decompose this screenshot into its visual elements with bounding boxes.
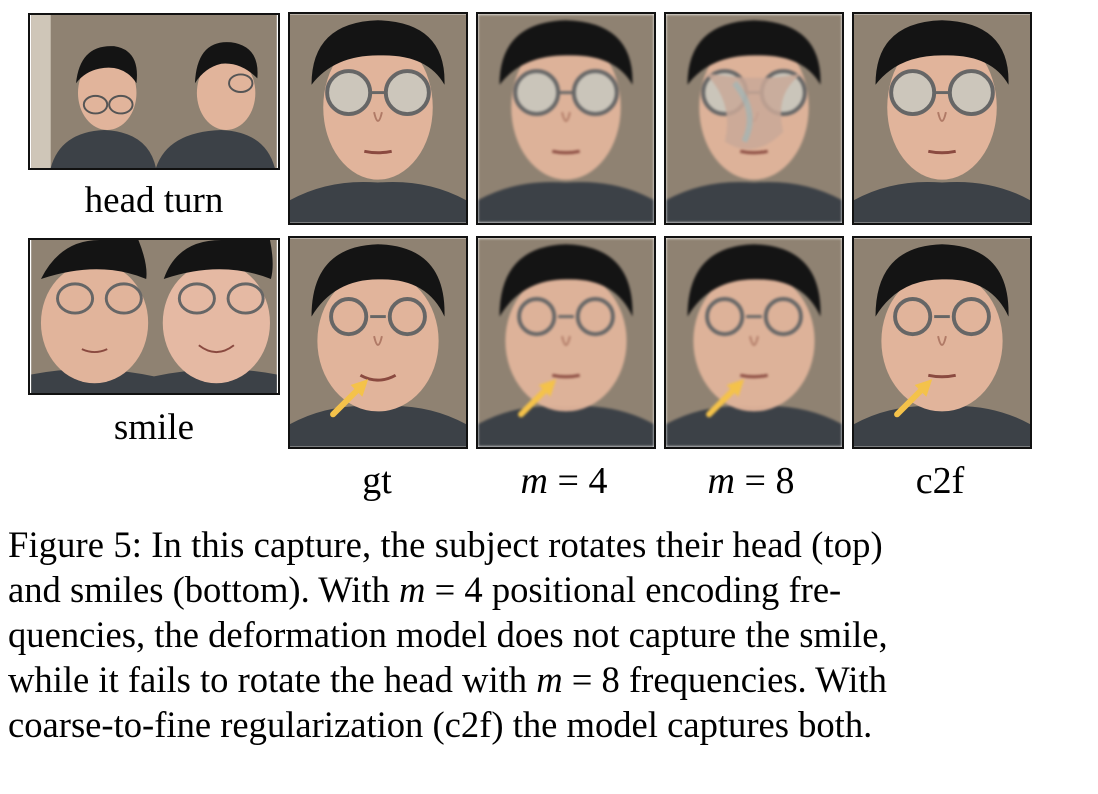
result-image-smile-m-8 [664, 236, 844, 449]
face-photo [666, 14, 842, 223]
caption-text: = 4 positional encoding fre- [425, 569, 842, 610]
result-image-smile-gt [288, 236, 468, 449]
column-label-m-4: m = 4 [474, 459, 654, 503]
row-label-head-turn: head turn [84, 180, 224, 221]
result-image-head-turn-gt [288, 12, 468, 225]
head-turn-reference-image [28, 13, 280, 170]
result-image-head-turn-c2f [852, 12, 1032, 225]
caption-math-variable: m [399, 569, 426, 610]
figure-caption: Figure 5: In this capture, the subject r… [8, 522, 1096, 747]
face-photo [478, 14, 654, 223]
caption-math-variable: m [536, 659, 563, 700]
head-turn-photo [31, 15, 277, 168]
caption-line-4: while it fails to rotate the head with m… [8, 657, 1096, 702]
result-image-head-turn-m-8 [664, 12, 844, 225]
caption-line-2: and smiles (bottom). With m = 4 position… [8, 567, 1096, 612]
result-image-head-turn-m-4 [476, 12, 656, 225]
caption-text: and smiles (bottom). With [8, 569, 400, 610]
face-photo [290, 238, 466, 447]
face-photo [854, 14, 1030, 223]
result-image-smile-c2f [852, 236, 1032, 449]
result-image-smile-m-4 [476, 236, 656, 449]
face-photo [666, 238, 842, 447]
face-photo [478, 238, 654, 447]
column-label-variable: m [520, 460, 548, 502]
caption-text: = 8 frequencies. With [562, 659, 887, 700]
face-photo [854, 238, 1030, 447]
caption-line-5: coarse-to-fine regularization (c2f) the … [8, 704, 873, 745]
row-label-smile: smile [113, 407, 195, 448]
column-label-m-8: m = 8 [661, 459, 841, 503]
caption-text: while it fails to rotate the head with [8, 659, 537, 700]
column-label-number: 8 [775, 460, 795, 502]
smile-photo [31, 240, 277, 393]
column-label-equals: = [548, 460, 589, 502]
column-label-equals: = [735, 460, 776, 502]
column-label-c2f: c2f [915, 460, 965, 502]
column-label-number: 4 [588, 460, 608, 502]
column-label-gt: gt [362, 460, 392, 502]
smile-reference-image [28, 238, 280, 395]
column-label-variable: m [707, 460, 735, 502]
face-photo [290, 14, 466, 223]
caption-line-1: Figure 5: In this capture, the subject r… [8, 524, 883, 565]
caption-line-3: quencies, the deformation model does not… [8, 614, 888, 655]
